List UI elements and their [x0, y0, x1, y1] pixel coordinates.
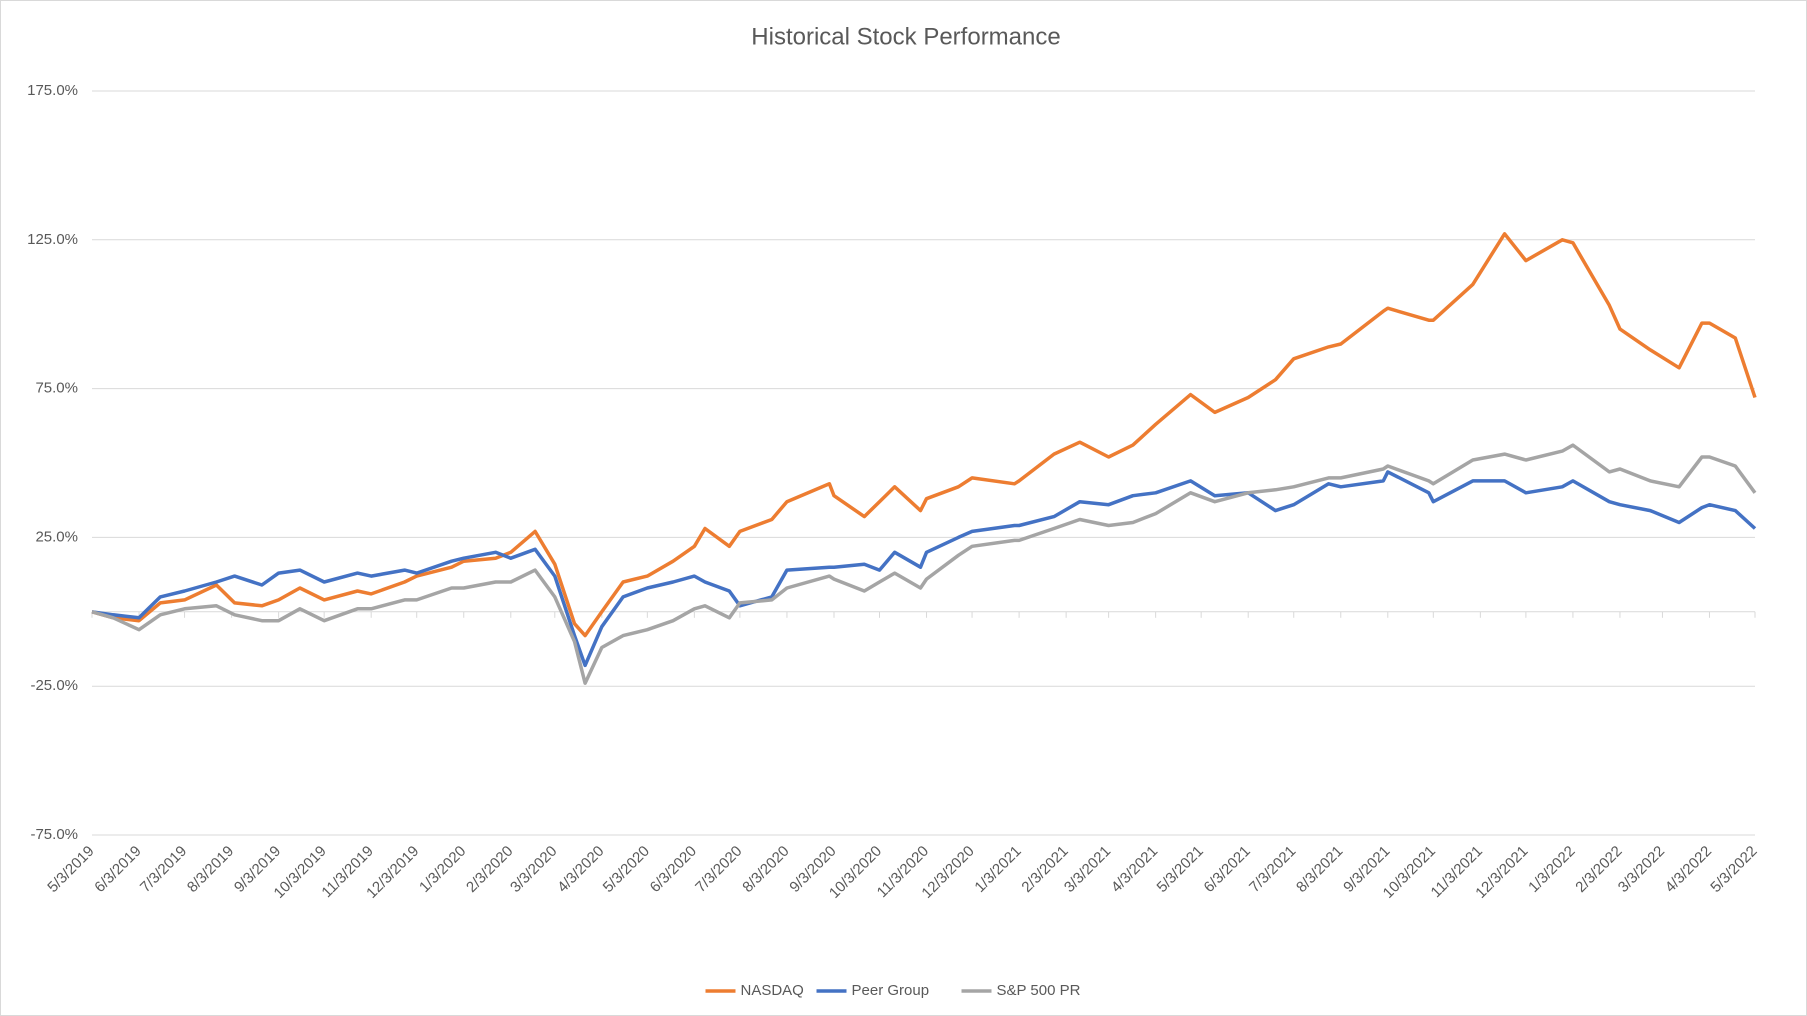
- y-tick-label: 25.0%: [35, 528, 78, 545]
- y-tick-label: 75.0%: [35, 380, 78, 397]
- legend-label: Peer Group: [852, 982, 930, 999]
- legend-label: S&P 500 PR: [997, 982, 1081, 999]
- y-tick-label: 175.0%: [27, 82, 78, 99]
- legend-label: NASDAQ: [741, 982, 804, 999]
- y-tick-label: 125.0%: [27, 231, 78, 248]
- series-line: [91, 443, 1757, 685]
- y-tick-label: -75.0%: [30, 826, 78, 843]
- series-line: [91, 232, 1757, 638]
- chart-title: Historical Stock Performance: [751, 23, 1060, 50]
- series-line: [91, 470, 1757, 668]
- y-tick-label: -25.0%: [30, 677, 78, 694]
